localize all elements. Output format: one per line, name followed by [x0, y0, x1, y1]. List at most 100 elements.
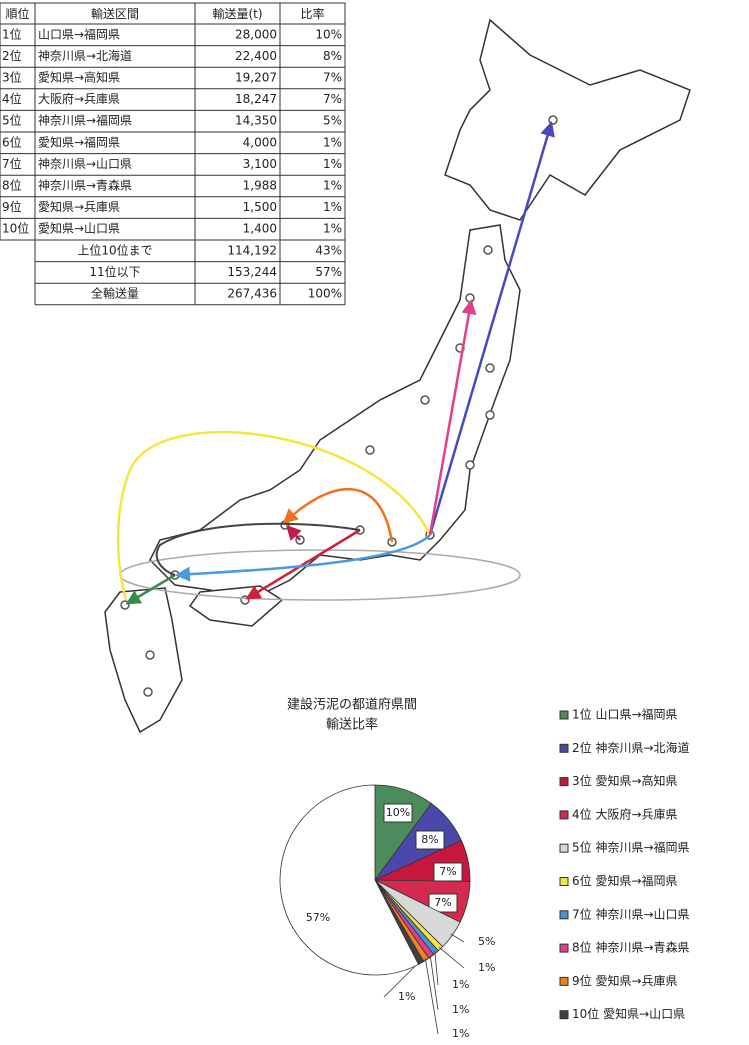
data-label: 1% [478, 961, 495, 974]
route-cell: 神奈川県→福岡県 [38, 113, 132, 128]
route [116, 430, 432, 601]
summary-label: 11位以下 [89, 264, 140, 279]
legend-swatch [559, 810, 569, 820]
rank-cell: 2位 [2, 48, 22, 63]
rank-cell: 5位 [2, 113, 22, 128]
legend-label: 2位 神奈川県→北海道 [572, 740, 690, 755]
ratio-cell: 5% [323, 114, 342, 128]
legend-label: 1位 山口県→福岡県 [572, 707, 678, 722]
summary-amount: 267,436 [227, 287, 277, 301]
route-cell: 愛知県→山口県 [38, 222, 120, 236]
amount-cell: 28,000 [235, 27, 277, 41]
legend-label: 8位 神奈川県→青森県 [572, 940, 690, 955]
point [365, 445, 375, 455]
route [428, 299, 477, 536]
ratio-cell: 1% [323, 157, 342, 171]
rank-cell: 6位 [2, 134, 22, 149]
legend-label: 3位 愛知県→高知県 [572, 773, 678, 788]
legend-label: 5位 神奈川県→福岡県 [572, 840, 690, 855]
data-label: 1% [452, 1003, 469, 1016]
ratio-cell: 7% [323, 71, 342, 85]
table-header: 輸送区間 [91, 6, 139, 21]
route-cell: 愛知県→高知県 [38, 70, 120, 85]
summary-amount: 153,244 [227, 265, 277, 279]
route-cell: 大阪府→兵庫県 [38, 91, 120, 106]
leader-line [450, 933, 465, 943]
amount-cell: 1,400 [243, 222, 277, 236]
summary-label: 上位10位まで [77, 242, 152, 257]
ratio-cell: 7% [323, 92, 342, 106]
ratio-cell: 1% [323, 222, 342, 236]
table-header-bg [0, 2, 346, 25]
point [548, 115, 558, 125]
leader-line [424, 958, 439, 1035]
label-box [428, 893, 458, 913]
ratio-cell: 1% [323, 200, 342, 214]
legend-swatch [559, 943, 569, 953]
point [485, 410, 495, 420]
leader-line [438, 947, 465, 969]
leader-line [434, 951, 439, 986]
table-header: 順位 [5, 6, 29, 21]
data-label: 1% [452, 1027, 469, 1040]
legend-label: 10位 愛知県→山口県 [572, 1006, 685, 1021]
chart-title: 輸送比率 [326, 717, 378, 733]
data-label: 57% [306, 911, 330, 924]
amount-cell: 4,000 [243, 135, 277, 149]
summary-ratio: 100% [308, 287, 342, 301]
rank-cell: 7位 [2, 156, 22, 171]
table-header: 比率 [300, 6, 324, 21]
point [143, 687, 153, 697]
legend-swatch [559, 777, 569, 787]
label-box [383, 803, 413, 823]
point [465, 460, 475, 470]
map [104, 18, 691, 734]
shikoku [188, 585, 284, 627]
route-cell: 神奈川県→青森県 [38, 178, 132, 193]
amount-cell: 14,350 [235, 114, 277, 128]
rank-cell: 4位 [2, 91, 22, 106]
label-box [415, 830, 445, 850]
ratio-cell: 1% [323, 179, 342, 193]
legend-swatch [559, 1010, 569, 1020]
summary-ratio: 57% [315, 265, 342, 279]
route [155, 522, 361, 576]
data-label: 1% [398, 990, 415, 1003]
amount-cell: 22,400 [235, 49, 277, 63]
rank-cell: 3位 [2, 70, 22, 85]
amount-cell: 1,988 [243, 179, 277, 193]
route-cell: 神奈川県→山口県 [38, 157, 132, 171]
routes [116, 121, 555, 605]
data-label: 7% [434, 896, 451, 909]
legend-swatch [559, 877, 569, 886]
rank-cell: 1位 [2, 26, 22, 41]
route [282, 488, 394, 543]
summary-amount: 114,192 [227, 243, 277, 257]
amount-cell: 18,247 [235, 92, 277, 106]
route [245, 528, 361, 600]
summary-ratio: 43% [315, 243, 342, 257]
leader-line [383, 960, 421, 998]
legend-swatch [559, 710, 569, 720]
ratio-cell: 8% [323, 49, 342, 63]
data-label: 5% [478, 935, 495, 948]
data-label: 10% [386, 806, 410, 819]
pie-slice [279, 784, 420, 976]
amount-cell: 19,207 [235, 71, 277, 85]
data-label: 1% [452, 978, 469, 991]
legend-label: 4位 大阪府→兵庫県 [572, 806, 678, 821]
point [465, 293, 475, 303]
rank-cell: 8位 [2, 178, 22, 193]
amount-cell: 3,100 [243, 157, 277, 171]
legend-swatch [559, 976, 569, 986]
ratio-cell: 1% [323, 135, 342, 149]
legend-label: 9位 愛知県→兵庫県 [572, 973, 678, 988]
table-header: 輸送量(t) [212, 6, 262, 21]
data-label: 7% [439, 865, 456, 878]
table: 順位 輸送区間 輸送量(t) 比率 1位 山口県→福岡県 28,000 10% 2位 神奈川県→北… [0, 2, 346, 306]
route [175, 534, 431, 582]
route [285, 524, 302, 541]
